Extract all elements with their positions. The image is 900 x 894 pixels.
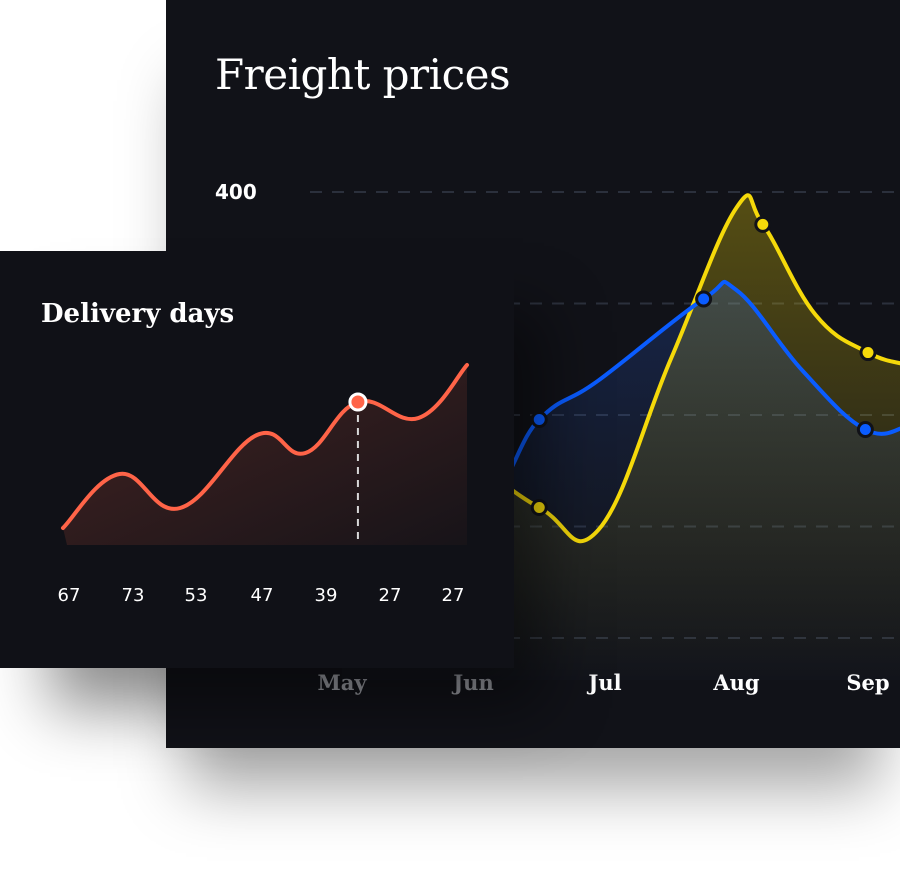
data-point-marker: [856, 420, 874, 438]
data-point-marker: [530, 410, 548, 428]
tick-label: 47: [251, 585, 274, 606]
tick-label: 67: [58, 585, 81, 606]
tick-label: 39: [315, 585, 338, 606]
area-fill: [63, 365, 467, 545]
delivery-chart: 67 73 53 47 39 27 27: [58, 363, 469, 606]
highlight-marker: [348, 392, 368, 412]
y-tick-label: 400: [215, 180, 257, 204]
data-point-marker: [530, 499, 548, 517]
delivery-chart-title: Delivery days: [41, 299, 235, 329]
series-line: [61, 363, 469, 530]
tick-label: 73: [122, 585, 145, 606]
data-point-marker: [859, 344, 877, 362]
freight-chart-title: Freight prices: [215, 50, 511, 99]
data-point-marker: [754, 215, 772, 233]
data-point-marker: [695, 290, 713, 308]
tick-label: 53: [185, 585, 208, 606]
delivery-days-card: 67 73 53 47 39 27 27 Delivery days: [0, 251, 514, 668]
tick-label: 27: [442, 585, 465, 606]
tick-label: 27: [379, 585, 402, 606]
